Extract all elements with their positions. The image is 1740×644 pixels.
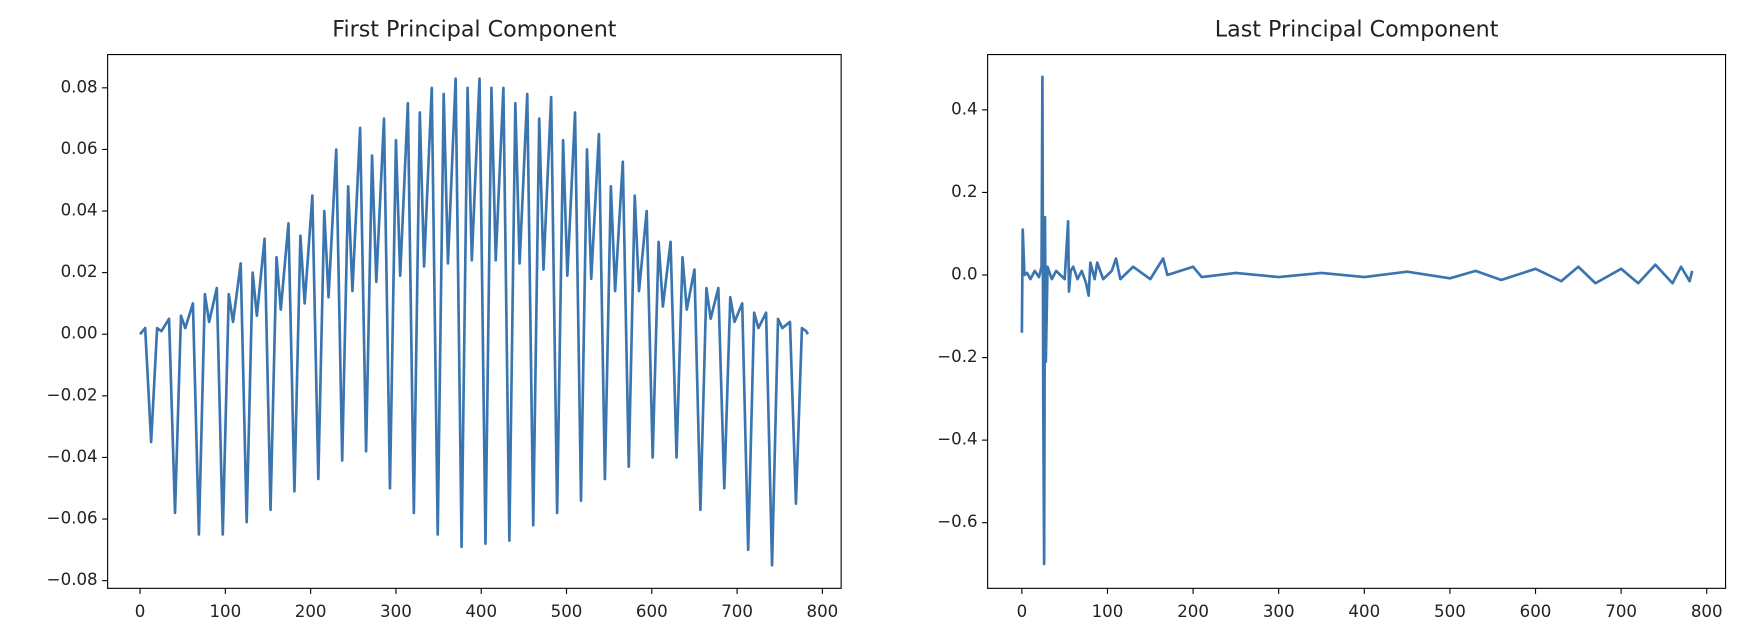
x-tick-label: 0	[135, 602, 146, 621]
x-tick-label: 300	[1263, 602, 1295, 621]
line-series	[1020, 75, 1694, 566]
y-tick-label: 0.04	[61, 201, 98, 220]
y-tick-label: −0.6	[937, 512, 977, 531]
chart-title: First Principal Component	[332, 17, 616, 43]
y-tick-label: −0.04	[47, 447, 98, 466]
x-tick-label: 500	[551, 602, 583, 621]
x-tick-label: 200	[295, 602, 327, 621]
x-tick-label: 400	[1348, 602, 1380, 621]
y-tick-label: 0.00	[61, 324, 98, 343]
y-tick-label: 0.08	[61, 77, 98, 96]
x-tick-label: 600	[1520, 602, 1552, 621]
plot-frame	[987, 54, 1727, 589]
x-tick-label: 400	[465, 602, 497, 621]
y-tick-label: −0.08	[47, 570, 98, 589]
y-tick-label: 0.02	[61, 262, 98, 281]
x-tick-label: 200	[1177, 602, 1209, 621]
chart-title: Last Principal Component	[1215, 17, 1499, 43]
y-tick-label: −0.4	[937, 430, 977, 449]
x-tick-label: 300	[380, 602, 412, 621]
x-tick-label: 100	[1092, 602, 1124, 621]
line-series	[139, 77, 810, 567]
y-tick-label: 0.4	[951, 99, 977, 118]
y-tick-label: −0.06	[47, 509, 98, 528]
x-tick-label: 700	[721, 602, 753, 621]
y-tick-label: −0.2	[937, 347, 977, 366]
x-tick-label: 800	[807, 602, 839, 621]
y-tick-label: 0.2	[951, 182, 977, 201]
x-tick-label: 100	[209, 602, 241, 621]
y-tick-label: −0.02	[47, 385, 98, 404]
x-tick-label: 500	[1434, 602, 1466, 621]
x-tick-label: 600	[636, 602, 668, 621]
y-tick-label: 0.0	[951, 265, 977, 284]
y-tick-label: 0.06	[61, 139, 98, 158]
x-tick-label: 800	[1691, 602, 1723, 621]
plot-frame	[107, 54, 842, 589]
x-tick-label: 0	[1017, 602, 1028, 621]
x-tick-label: 700	[1605, 602, 1637, 621]
